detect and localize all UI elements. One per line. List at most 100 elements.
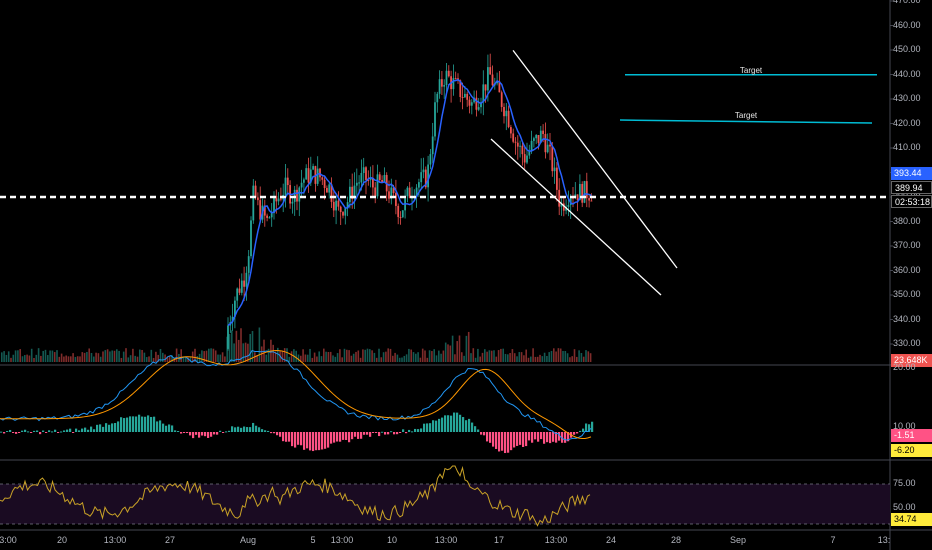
volume-bar	[221, 352, 224, 362]
volume-bar	[102, 351, 104, 362]
candle-body	[376, 174, 379, 197]
macd-histogram-bar	[123, 418, 126, 432]
macd-histogram-bar	[423, 423, 426, 432]
volume-bar	[417, 352, 419, 362]
candle-body	[395, 193, 397, 206]
volume-bar	[256, 355, 258, 362]
macd-histogram-bar	[540, 432, 543, 440]
time-tick: 27	[164, 535, 176, 545]
macd-histogram-bar	[390, 431, 393, 433]
macd-histogram-bar	[534, 432, 537, 440]
volume-bar	[516, 356, 518, 362]
volume-bar	[74, 356, 77, 362]
candle-body	[378, 174, 381, 180]
macd-histogram-bar	[234, 427, 237, 432]
macd-histogram-bar	[195, 432, 198, 435]
macd-histogram-bar	[474, 426, 477, 432]
macd-histogram-bar	[318, 432, 321, 451]
volume-bar	[571, 356, 573, 362]
macd-histogram-bar	[561, 432, 564, 443]
macd-histogram-bar	[228, 430, 231, 432]
volume-bar	[497, 350, 500, 362]
volume-bar	[536, 356, 539, 362]
time-tick: 10	[386, 535, 398, 545]
volume-bar	[481, 352, 484, 362]
macd-histogram-bar	[366, 432, 369, 435]
volume-bar	[19, 349, 21, 362]
time-tick: 13:00	[330, 535, 354, 545]
macd-histogram-bar	[138, 414, 141, 432]
candle-body	[558, 189, 561, 207]
volume-bar	[116, 349, 118, 362]
candle-body	[565, 206, 567, 211]
candle-body	[280, 198, 282, 200]
candle-body	[415, 187, 418, 198]
volume-bar	[141, 349, 143, 362]
volume-bar	[318, 351, 320, 362]
volume-bar	[465, 335, 468, 362]
volume-bar	[171, 355, 173, 362]
macd-tick-20: 20.00	[893, 362, 916, 372]
volume-bar	[233, 343, 235, 362]
macd-histogram-bar	[501, 432, 504, 451]
macd-histogram-bar	[144, 416, 147, 432]
macd-histogram-bar	[381, 431, 384, 433]
candle-body	[567, 205, 570, 207]
candle-body	[316, 168, 319, 184]
volume-bar	[139, 349, 141, 362]
volume-bar	[500, 348, 502, 362]
volume-bar	[396, 354, 399, 362]
macd-histogram-bar	[309, 432, 312, 451]
volume-bar	[454, 354, 456, 362]
candle-body	[319, 168, 321, 178]
rsi-tick-50: 50.00	[893, 502, 916, 512]
macd-histogram-bar	[462, 417, 465, 432]
candle-body	[585, 181, 588, 199]
candle-body	[374, 187, 377, 197]
volume-bar	[323, 348, 325, 362]
volume-bar	[589, 353, 592, 362]
candle-body	[560, 203, 563, 207]
macd-histogram-bar	[246, 427, 249, 432]
candle-body	[240, 280, 243, 293]
candle-body	[236, 288, 239, 301]
macd-histogram-bar	[495, 432, 498, 449]
macd-histogram-bar	[525, 432, 528, 447]
volume-bar	[136, 356, 139, 362]
candle-body	[418, 182, 420, 188]
candle-body	[337, 200, 340, 207]
candle-body	[553, 167, 556, 172]
volume-bar	[580, 353, 583, 362]
volume-bar	[180, 349, 182, 362]
macd-histogram-bar	[150, 416, 153, 432]
macd-histogram-bar	[357, 432, 360, 439]
volume-bar	[224, 356, 226, 362]
candle-body	[372, 178, 374, 188]
time-tick: 20	[56, 535, 68, 545]
candle-body	[477, 107, 480, 110]
volume-bar	[263, 339, 265, 362]
candle-body	[551, 146, 554, 172]
volume-bar	[451, 335, 454, 362]
volume-bar	[58, 356, 61, 362]
macd-histogram-bar	[72, 432, 75, 433]
volume-bar	[159, 348, 162, 362]
macd-histogram-bar	[249, 427, 252, 432]
candle-body	[523, 154, 526, 163]
macd-histogram-bar	[522, 432, 525, 447]
candle-body	[526, 155, 528, 163]
volume-bar	[175, 348, 178, 362]
volume-bar	[7, 351, 10, 362]
volume-bar	[385, 351, 387, 362]
volume-bar	[392, 355, 394, 362]
macd-histogram-bar	[165, 425, 168, 432]
macd-histogram-bar	[162, 423, 165, 432]
volume-bar	[410, 349, 412, 362]
volume-bar	[534, 356, 537, 362]
volume-bar	[557, 348, 560, 362]
time-tick: 17	[493, 535, 505, 545]
volume-bar	[65, 355, 67, 362]
macd-histogram-bar	[87, 429, 90, 432]
volume-bar	[576, 356, 578, 362]
